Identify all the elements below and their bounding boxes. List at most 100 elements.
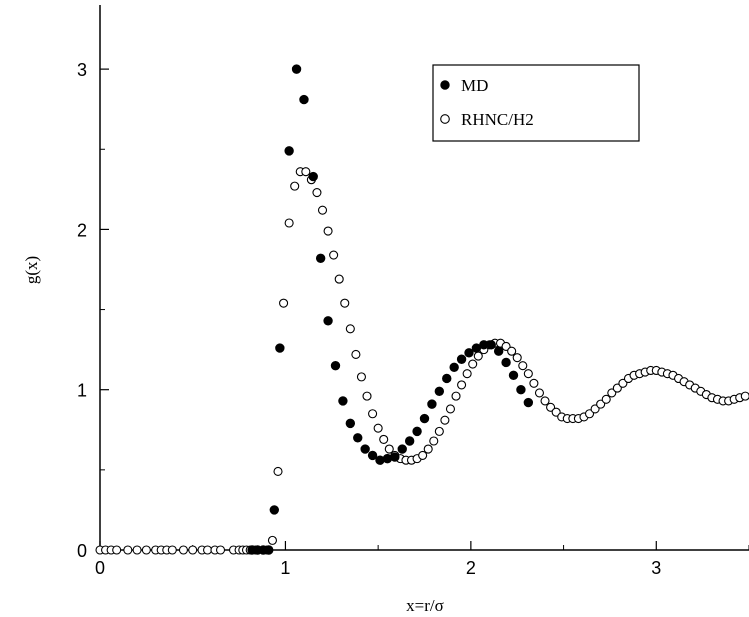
md-point [501, 357, 511, 368]
x-tick-label: 2 [466, 558, 476, 578]
md-point [516, 385, 526, 395]
md-point [449, 362, 459, 372]
rhnc-h2-point [345, 324, 355, 334]
md-point [397, 444, 407, 454]
rhnc-h2-point [373, 423, 383, 433]
md-point [434, 386, 445, 397]
rhnc-h2-point [290, 181, 300, 191]
md-point [360, 444, 370, 454]
legend-md-label: MD [461, 76, 488, 95]
rhnc-h2-point [379, 434, 389, 444]
ticks-group: 0 1 2 3 0 1 2 3 [77, 60, 749, 578]
rhnc-h2-point [323, 226, 333, 236]
rhnc-h2-point [457, 380, 467, 390]
rhnc-h2-point [434, 426, 444, 436]
md-point [353, 433, 363, 443]
rhnc-h2-point [141, 545, 151, 555]
md-point [419, 413, 430, 424]
md-point [442, 373, 452, 384]
rhnc-h2-point [429, 436, 439, 446]
rhnc-h2-point [534, 388, 545, 398]
rhnc-h2-point [362, 391, 372, 401]
rhnc-h2-point [451, 391, 461, 401]
legend: MD RHNC/H2 [432, 64, 640, 142]
md-point [523, 397, 534, 408]
rhnc-h2-point [423, 444, 433, 454]
series-md [247, 64, 534, 555]
y-tick-label: 0 [77, 541, 87, 561]
rhnc-h2-point [518, 361, 528, 371]
md-point [275, 343, 285, 353]
rhnc-h2-point [273, 466, 283, 477]
rhnc-h2-point [445, 404, 456, 414]
rhnc-h2-point [512, 353, 522, 363]
rhnc-h2-point [132, 545, 142, 555]
md-point [390, 452, 400, 462]
series-group [95, 64, 749, 555]
rhnc-h2-point [329, 250, 339, 260]
plot-frame-group [99, 5, 749, 551]
rhnc-h2-point [356, 372, 367, 382]
md-point [269, 505, 280, 515]
rhnc-h2-point [384, 444, 394, 454]
rhnc-h2-point [317, 205, 328, 215]
rhnc-h2-point [215, 545, 226, 555]
x-tick-label: 1 [280, 558, 290, 578]
rhnc-h2-point [123, 545, 133, 555]
rhnc-h2-point [529, 378, 539, 388]
rhnc-h2-point [468, 359, 478, 369]
rhnc-h2-point [351, 349, 361, 359]
rhnc-h2-point [178, 545, 188, 555]
y-tick-label: 3 [77, 60, 87, 80]
legend-box [432, 64, 640, 142]
md-point [456, 354, 467, 364]
legend-rhnc-h2-marker [440, 114, 450, 124]
md-point [404, 436, 415, 446]
legend-rhnc-h2-label: RHNC/H2 [461, 110, 534, 129]
md-point [299, 94, 309, 105]
rhnc-h2-point [440, 415, 450, 425]
rhnc-h2-point [340, 298, 350, 308]
rhnc-h2-point [267, 535, 277, 545]
rhnc-h2-point [540, 396, 550, 406]
rhnc-h2-point [523, 369, 533, 379]
md-point [315, 253, 326, 263]
legend-md-marker [440, 80, 450, 90]
md-point [345, 418, 356, 429]
x-axis-title: x=r/σ [406, 596, 444, 615]
rhnc-h2-point [418, 450, 428, 460]
rhnc-h2-point [507, 346, 517, 356]
x-tick-label: 0 [95, 558, 105, 578]
rhnc-h2-point [202, 545, 213, 555]
y-tick-label: 1 [77, 381, 87, 401]
rhnc-h2-point [284, 218, 294, 228]
series-rhnc-h2 [95, 167, 749, 555]
md-point [284, 146, 294, 156]
md-point [367, 450, 378, 461]
md-point [308, 171, 318, 182]
md-point [508, 370, 519, 380]
md-point [493, 346, 504, 356]
rhnc-h2-point [368, 409, 378, 419]
md-point [486, 340, 496, 350]
rhnc-h2-point [312, 187, 322, 198]
md-point [464, 348, 474, 358]
y-axis-title: g(x) [22, 256, 41, 284]
md-point [338, 396, 348, 406]
y-tick-label: 2 [77, 220, 87, 240]
md-point [412, 426, 422, 437]
rhnc-h2-point [279, 298, 289, 308]
rhnc-h2-point [334, 274, 344, 284]
rhnc-h2-point [301, 167, 311, 177]
rhnc-h2-point [601, 394, 611, 404]
md-point [330, 360, 341, 371]
x-tick-label: 3 [651, 558, 661, 578]
md-point [291, 64, 302, 74]
rhnc-h2-point [188, 545, 198, 555]
md-point [427, 399, 437, 409]
rhnc-h2-point [112, 545, 122, 555]
rhnc-h2-point [740, 391, 749, 401]
rhnc-h2-point [462, 369, 472, 379]
md-point [323, 316, 333, 326]
